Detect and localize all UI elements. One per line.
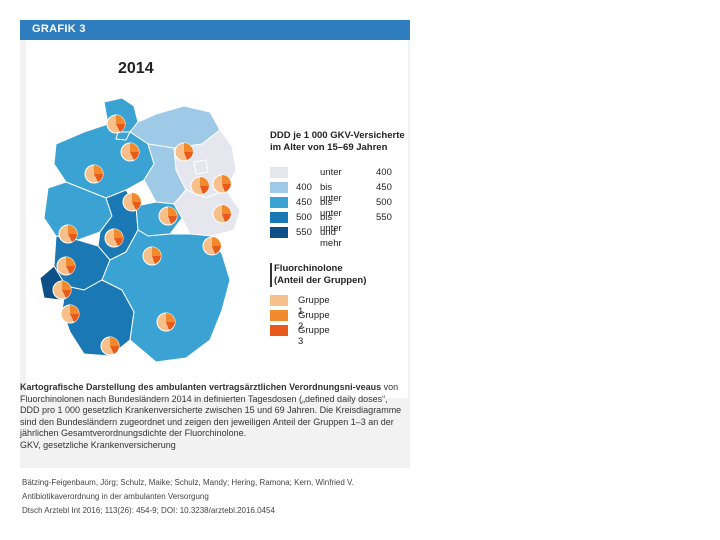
ddd-legend-title: DDD je 1 000 GKV-Versicherte im Alter vo…: [270, 130, 405, 153]
legend-from: 400: [296, 182, 312, 193]
legend-to: 550: [376, 212, 392, 223]
figure-caption: Kartografische Darstellung des ambulante…: [20, 382, 408, 451]
pie-baden-wuerttemberg: [100, 336, 120, 356]
map-year: 2014: [118, 60, 154, 77]
pie-thueringen: [158, 206, 178, 226]
figure-header-bar: GRAFIK 3: [20, 20, 410, 40]
germany-map: [39, 97, 241, 363]
citation-source: Dtsch Arztebl Int 2016; 113(26): 454-9; …: [22, 506, 275, 515]
legend-swatch: [270, 227, 288, 238]
legend-connector: bis unter: [320, 197, 342, 219]
map-panel: [26, 40, 408, 398]
group-swatch: [270, 325, 288, 336]
legend-connector: und mehr: [320, 227, 342, 249]
group-swatch: [270, 310, 288, 321]
pie-sachsen-anhalt: [122, 192, 142, 212]
pie-mecklenburg-vorpommern: [174, 142, 194, 162]
caption-abbreviation: GKV, gesetzliche Krankenversicherung: [20, 439, 176, 450]
pie-sachsen-east: [202, 236, 222, 256]
legend-connector: unter: [320, 167, 342, 178]
pie-bayern: [156, 312, 176, 332]
pie-brandenburg: [190, 176, 210, 196]
legend-from: 450: [296, 197, 312, 208]
citation-title: Antibiotikaverordnung in der ambulanten …: [22, 492, 209, 501]
pie-hessen: [104, 228, 124, 248]
pie-hamburg: [120, 142, 140, 162]
state-hamburg: [115, 131, 131, 141]
pie-markers: [52, 114, 232, 356]
legend-connector: bis unter: [320, 212, 342, 234]
pie-sachsen: [212, 204, 232, 224]
legend-to: 500: [376, 197, 392, 208]
legend-to: 400: [376, 167, 392, 178]
citation-block: Bätzing-Feigenbaum, Jörg; Schulz, Maike;…: [22, 476, 354, 518]
pie-rheinland-pfalz: [56, 256, 76, 276]
caption-body: von Fluorchinolonen nach Bundesländern 2…: [20, 382, 402, 438]
pie-niedersachsen: [84, 164, 104, 184]
group-label: Gruppe 3: [298, 325, 330, 347]
group-label: Gruppe 2: [298, 310, 330, 332]
legend-from: 550: [296, 227, 312, 238]
legend-swatch: [270, 212, 288, 223]
state-berlin: [193, 159, 209, 175]
legend-connector: bis unter: [320, 182, 342, 204]
pie-baden-wuerttemberg-north: [60, 304, 80, 324]
legend-to: 450: [376, 182, 392, 193]
pie-saarland: [52, 280, 72, 300]
citation-authors: Bätzing-Feigenbaum, Jörg; Schulz, Maike;…: [22, 478, 354, 487]
caption-lead: Kartografische Darstellung des ambulante…: [20, 382, 382, 392]
state-bayern: [101, 229, 231, 363]
legend-from: 500: [296, 212, 312, 223]
fluoro-legend-title: Fluorchinolone (Anteil der Gruppen): [270, 263, 366, 287]
figure-panel: GRAFIK 3: [20, 20, 410, 468]
group-label: Gruppe 1: [298, 295, 330, 317]
figure-header-label: GRAFIK 3: [32, 23, 86, 35]
legend-swatch: [270, 167, 288, 178]
pie-berlin: [212, 174, 232, 194]
legend-swatch: [270, 197, 288, 208]
pie-thueringen-south: [142, 246, 162, 266]
legend-swatch: [270, 182, 288, 193]
pie-schleswig-holstein: [106, 114, 126, 134]
group-swatch: [270, 295, 288, 306]
states-layer: [39, 97, 241, 363]
pie-nordrhein-westfalen: [58, 224, 78, 244]
